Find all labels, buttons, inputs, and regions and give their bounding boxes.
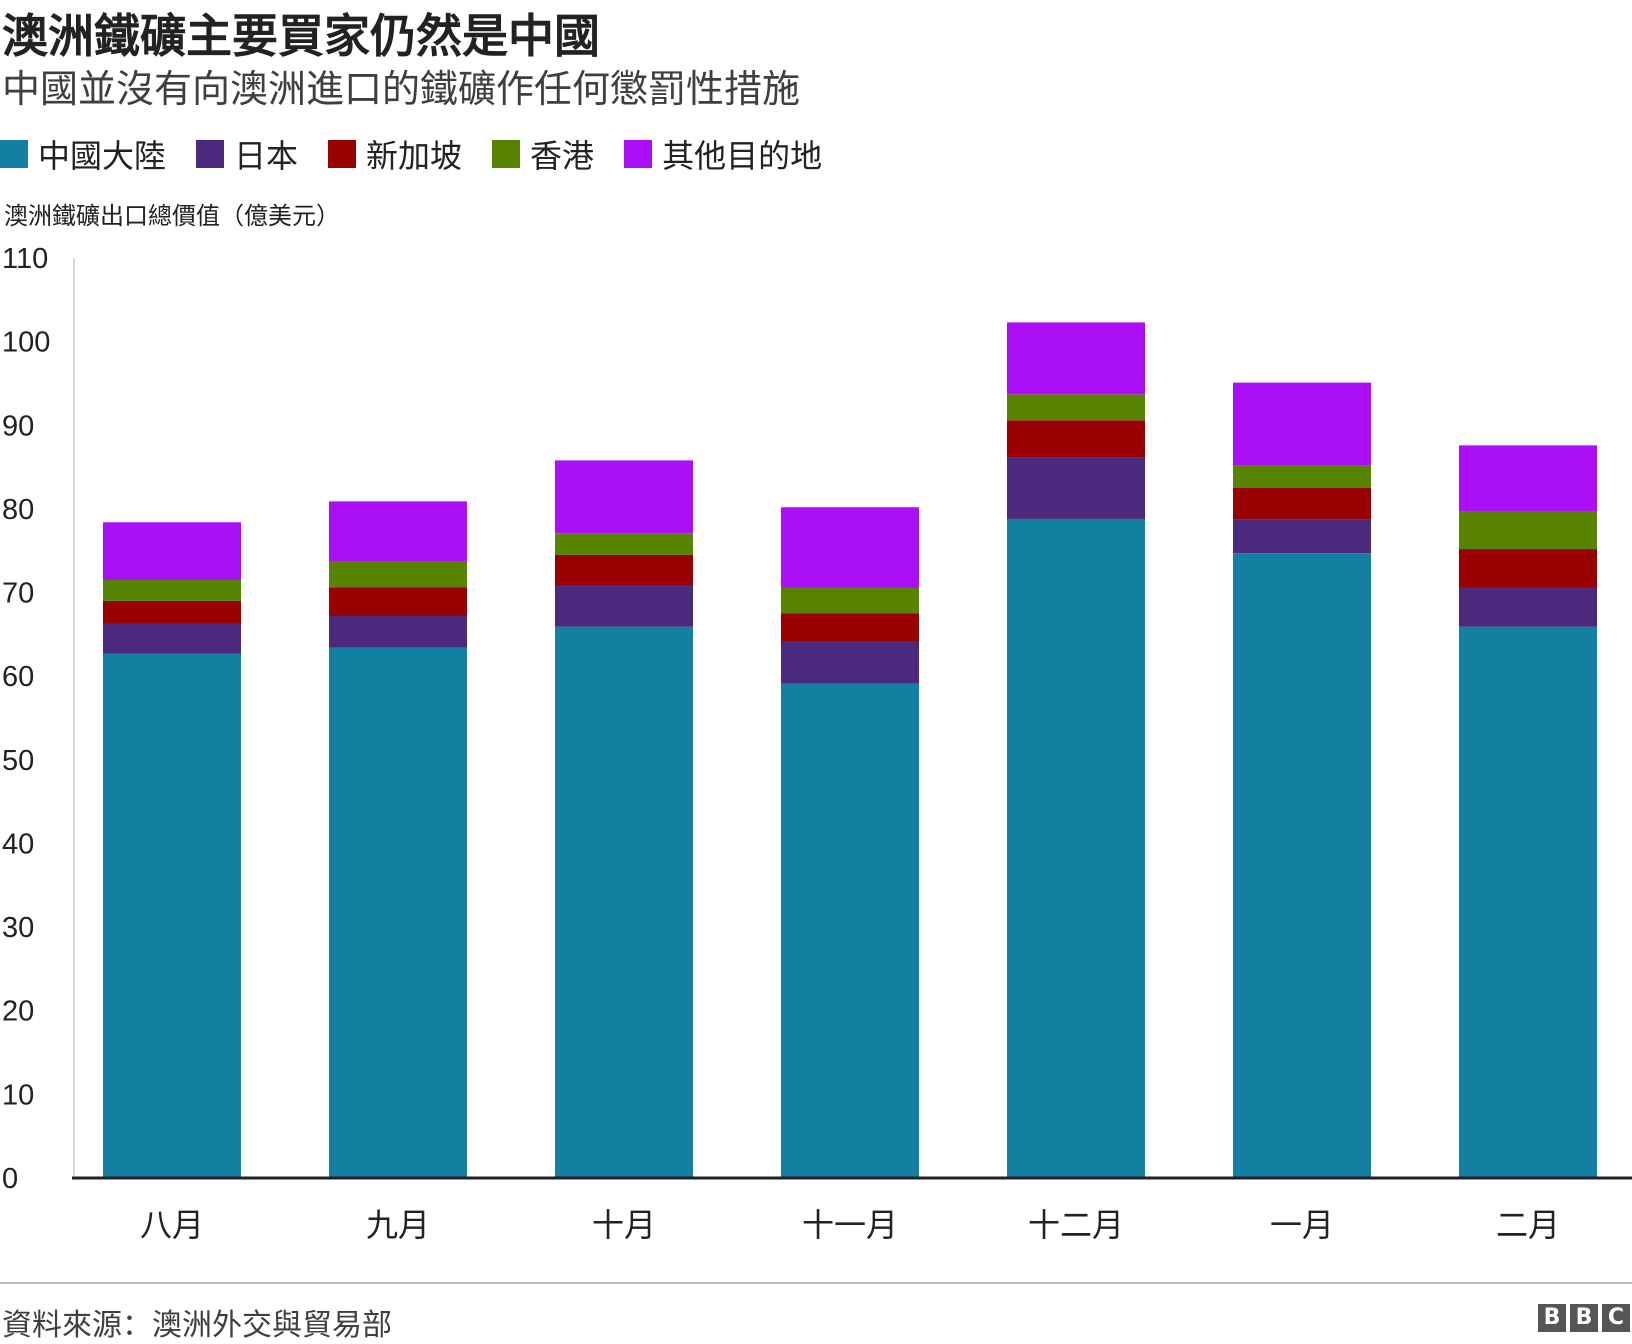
bar-segment xyxy=(329,501,467,562)
y-tick-label: 40 xyxy=(2,828,34,860)
bar-segment xyxy=(1007,457,1145,519)
legend-label: 新加坡 xyxy=(366,137,463,175)
y-tick-label: 10 xyxy=(2,1079,34,1111)
legend-swatch xyxy=(492,140,521,168)
bar-segment xyxy=(555,533,693,555)
y-tick-label: 80 xyxy=(2,494,34,526)
x-tick-label: 十月 xyxy=(592,1206,656,1244)
y-axis-ticks: 0 10 20 30 40 50 60 70 80 90 100 110 xyxy=(2,243,50,1195)
y-tick-label: 70 xyxy=(2,578,34,610)
y-tick-label: 100 xyxy=(2,327,50,359)
x-tick-label: 二月 xyxy=(1496,1206,1560,1244)
bar-segment xyxy=(329,647,467,1178)
bar-segment xyxy=(103,580,241,601)
bar-segment xyxy=(781,613,919,642)
x-tick-label: 十二月 xyxy=(1028,1206,1124,1244)
legend-label: 其他目的地 xyxy=(662,137,823,175)
chart-title: 澳洲鐵礦主要買家仍然是中國 xyxy=(2,9,600,63)
chart-subtitle: 中國並沒有向澳洲進口的鐵礦作任何懲罰性措施 xyxy=(2,67,801,111)
bar-segment xyxy=(103,623,241,654)
legend-item-other: 其他目的地 xyxy=(624,131,822,177)
legend-swatch xyxy=(196,140,225,168)
x-tick-label: 一月 xyxy=(1270,1206,1334,1244)
y-tick-label: 50 xyxy=(2,745,34,777)
bbc-logo-letter: C xyxy=(1602,1304,1630,1332)
bar-segment xyxy=(1007,322,1145,395)
bar-segment xyxy=(1459,445,1597,512)
bar-segment xyxy=(781,507,919,588)
y-tick-label: 20 xyxy=(2,996,34,1028)
bbc-logo: B B C xyxy=(1534,1304,1630,1332)
chart-legend: 中國大陸 日本 新加坡 香港 其他目的地 xyxy=(0,131,852,177)
bar-segment xyxy=(781,641,919,684)
bar-segment xyxy=(1007,518,1145,1178)
bar-segment xyxy=(1233,553,1371,1178)
stacked-bar-chart: 澳洲鐵礦出口總價值（億美元） 0 10 20 30 40 50 60 70 80 90 100 110… xyxy=(2,202,1632,1244)
bar-segment xyxy=(1459,511,1597,550)
source-note: 資料來源：澳洲外交與貿易部 xyxy=(2,1308,392,1343)
x-tick-label: 十一月 xyxy=(802,1206,898,1244)
legend-item-singapore: 新加坡 xyxy=(328,131,462,177)
legend-label: 香港 xyxy=(530,137,595,175)
bar-segment xyxy=(1007,420,1145,458)
legend-item-hongkong: 香港 xyxy=(492,131,594,177)
y-tick-label: 0 xyxy=(2,1163,18,1195)
y-tick-label: 60 xyxy=(2,661,34,693)
legend-swatch xyxy=(0,140,28,168)
y-tick-label: 110 xyxy=(2,243,48,275)
legend-item-japan: 日本 xyxy=(196,131,298,177)
bar-segment xyxy=(1233,488,1371,520)
bar-segment xyxy=(1233,465,1371,488)
bar-segment xyxy=(1459,549,1597,588)
legend-item-china: 中國大陸 xyxy=(0,131,166,177)
bar-segment xyxy=(555,554,693,586)
y-tick-label: 90 xyxy=(2,410,34,442)
bbc-logo-letter: B xyxy=(1570,1304,1598,1332)
bar-segment xyxy=(329,587,467,616)
bar-segment xyxy=(329,561,467,588)
x-tick-label: 九月 xyxy=(366,1206,430,1244)
bar-segment xyxy=(1007,394,1145,421)
footer-divider xyxy=(0,1282,1632,1284)
bar-segment xyxy=(103,653,241,1178)
x-axis-ticks: 八月 九月 十月 十一月 十二月 一月 二月 xyxy=(140,1206,1560,1244)
bar-segment xyxy=(781,683,919,1178)
bar-segment xyxy=(781,587,919,614)
bar-segment xyxy=(103,600,241,624)
legend-label: 中國大陸 xyxy=(38,137,167,175)
legend-swatch xyxy=(624,140,653,168)
y-axis-label: 澳洲鐵礦出口總價值（億美元） xyxy=(4,202,340,230)
bar-segment xyxy=(555,585,693,627)
bar-segment xyxy=(555,460,693,534)
legend-label: 日本 xyxy=(234,137,299,175)
x-tick-label: 八月 xyxy=(140,1206,204,1244)
bar-segment xyxy=(555,626,693,1178)
bar-segment xyxy=(1459,587,1597,627)
bar-segment xyxy=(1233,519,1371,554)
bar-segment xyxy=(329,615,467,648)
bar-segment xyxy=(1459,626,1597,1178)
y-tick-label: 30 xyxy=(2,912,34,944)
bar-segment xyxy=(103,522,241,580)
bars xyxy=(103,322,1597,1178)
legend-swatch xyxy=(328,140,357,168)
bbc-logo-letter: B xyxy=(1538,1304,1566,1332)
bar-segment xyxy=(1233,382,1371,466)
